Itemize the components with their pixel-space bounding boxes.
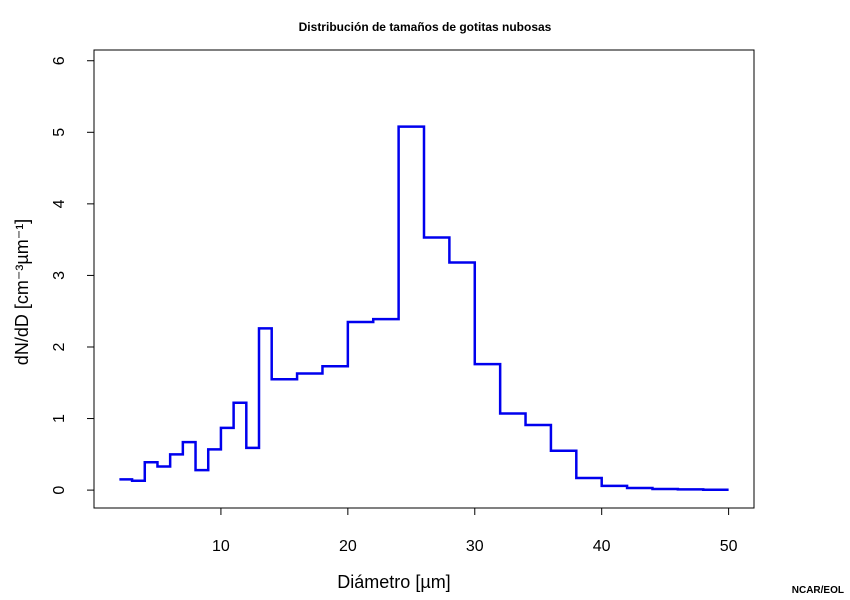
x-tick-label: 50 (720, 538, 738, 555)
y-tick-label: 1 (51, 414, 68, 423)
chart-title: Distribución de tamaños de gotitas nubos… (299, 20, 552, 34)
y-tick-label: 2 (51, 342, 68, 351)
x-axis-label: Diámetro [µm] (337, 572, 450, 592)
y-axis: 0 1 2 3 4 5 6 (51, 56, 94, 495)
x-axis: 10 20 30 40 50 (212, 508, 738, 555)
series-layer (119, 125, 729, 492)
droplet-size-series (119, 125, 729, 492)
x-tick-label: 40 (593, 538, 611, 555)
x-tick-label: 30 (466, 538, 484, 555)
x-tick-label: 10 (212, 538, 230, 555)
y-tick-label: 4 (51, 199, 68, 208)
y-tick-label: 0 (51, 486, 68, 495)
x-tick-label: 20 (339, 538, 357, 555)
y-tick-label: 6 (51, 56, 68, 65)
plot-area-border (93, 49, 755, 509)
y-axis-label: dN/dD [cm⁻³µm⁻¹] (12, 219, 32, 365)
y-tick-label: 3 (51, 271, 68, 280)
y-tick-label: 5 (51, 128, 68, 137)
source-credit: NCAR/EOL (791, 585, 844, 596)
